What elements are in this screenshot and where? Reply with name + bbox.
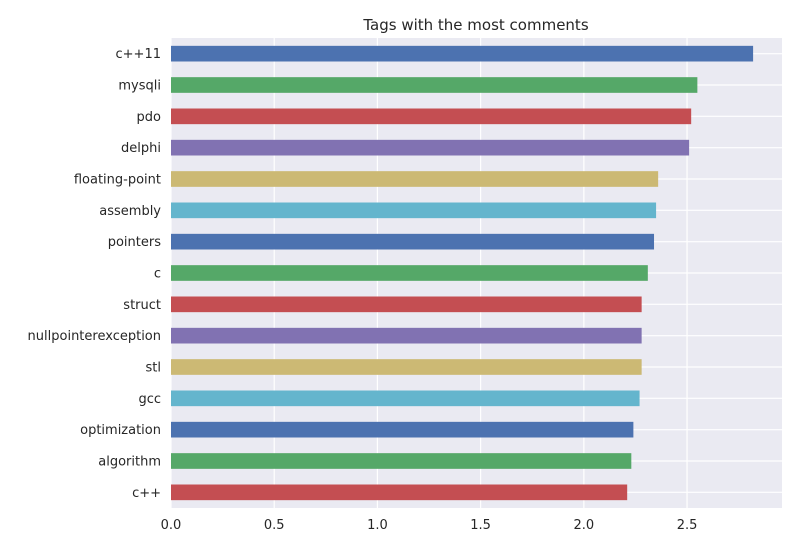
bar-c++11 bbox=[171, 45, 754, 62]
bar-pointers bbox=[171, 233, 655, 250]
x-tick-label: 1.0 bbox=[367, 518, 388, 533]
x-tick-label: 0.0 bbox=[161, 518, 182, 533]
bar-c bbox=[171, 265, 648, 281]
y-tick-label: pdo bbox=[137, 110, 162, 125]
x-tick-label: 0.5 bbox=[264, 518, 285, 533]
y-tick-label: gcc bbox=[138, 392, 161, 407]
y-tick-label: pointers bbox=[108, 235, 161, 250]
y-tick-label: floating-point bbox=[74, 173, 161, 188]
bar-nullpointerexception bbox=[171, 327, 642, 344]
x-tick-label: 2.5 bbox=[677, 518, 698, 533]
y-axis-labels: c++11 mysqli pdo delphi floating-point assemb… bbox=[28, 47, 162, 501]
bars bbox=[171, 45, 754, 501]
bar-algorithm bbox=[171, 453, 632, 469]
bar-pdo bbox=[171, 108, 692, 125]
y-tick-label: mysqli bbox=[118, 79, 161, 94]
bar-stl bbox=[171, 359, 642, 375]
bar-floating-point bbox=[171, 171, 659, 187]
x-tick-label: 1.5 bbox=[470, 518, 491, 533]
y-tick-label: c++ bbox=[132, 486, 161, 501]
bar-delphi bbox=[171, 139, 690, 156]
y-tick-label: stl bbox=[146, 361, 161, 376]
bar-optimization bbox=[171, 421, 634, 438]
bar-c++ bbox=[171, 484, 628, 501]
y-tick-label: c bbox=[154, 267, 161, 282]
y-tick-label: algorithm bbox=[98, 455, 161, 470]
y-tick-label: delphi bbox=[121, 141, 161, 156]
bar-struct bbox=[171, 296, 642, 313]
x-axis-labels: 0.0 0.5 1.0 1.5 2.0 2.5 bbox=[161, 518, 698, 533]
bar-mysqli bbox=[171, 77, 698, 93]
y-tick-label: optimization bbox=[80, 423, 161, 438]
y-tick-label: assembly bbox=[99, 204, 161, 219]
x-tick-label: 2.0 bbox=[573, 518, 594, 533]
y-tick-label: nullpointerexception bbox=[28, 329, 161, 344]
bar-gcc bbox=[171, 390, 640, 407]
y-tick-label: struct bbox=[123, 298, 161, 313]
bar-assembly bbox=[171, 202, 657, 219]
chart-title: Tags with the most comments bbox=[362, 16, 588, 34]
y-tick-label: c++11 bbox=[116, 47, 161, 62]
